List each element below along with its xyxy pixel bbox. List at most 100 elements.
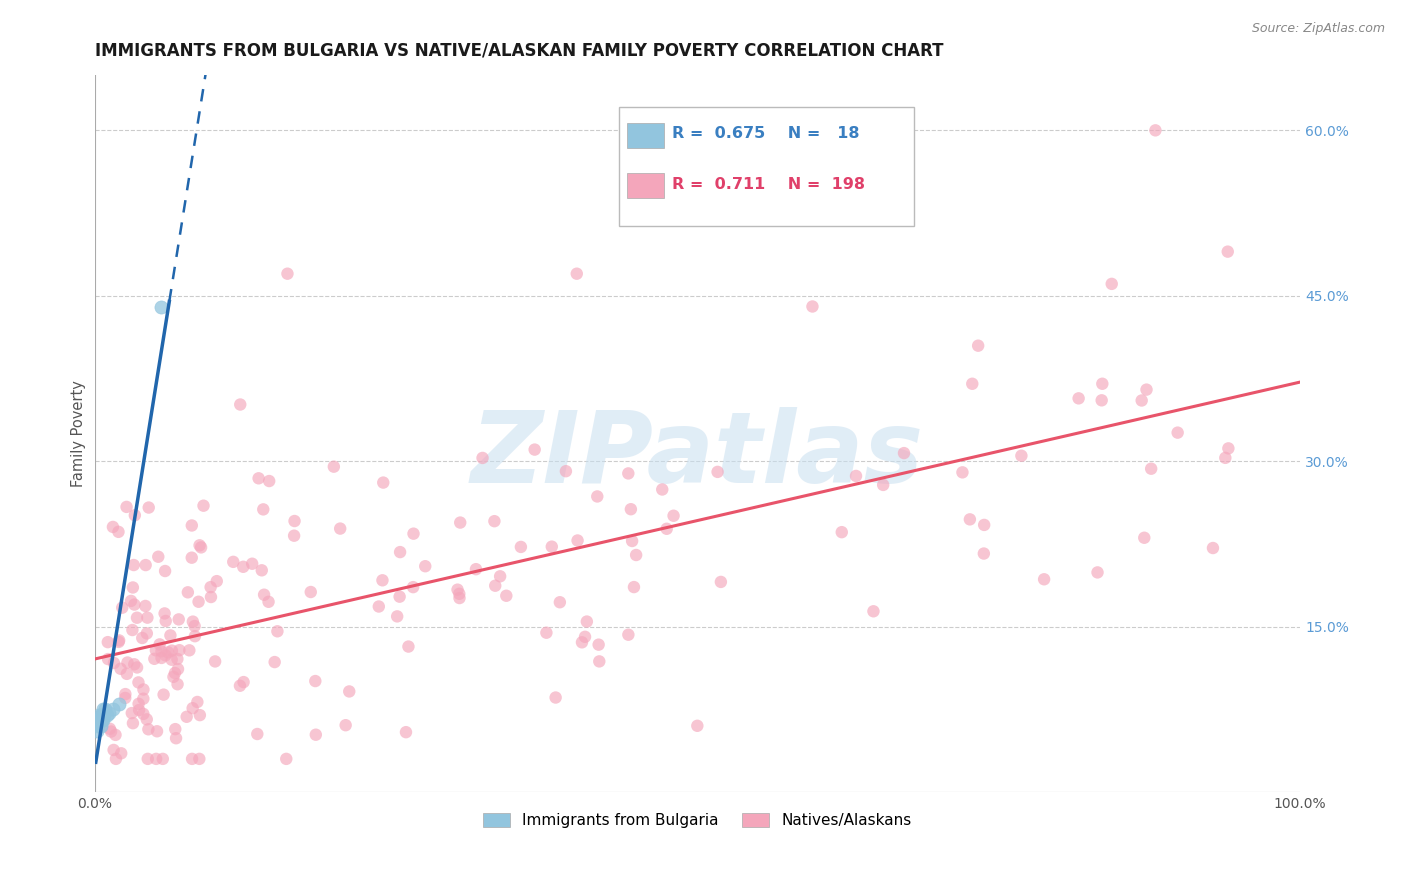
Point [188, 708, 211, 723]
Text: R =  0.675    N =   18: R = 0.675 N = 18 [672, 126, 859, 141]
Point [160, 643, 183, 657]
Point [1140, 461, 1163, 475]
Point [111, 600, 134, 615]
Point [103, 743, 125, 757]
Point [157, 645, 180, 659]
Point [114, 687, 136, 701]
Point [145, 643, 167, 657]
Point [138, 500, 160, 515]
Point [395, 725, 418, 739]
Point [104, 752, 127, 766]
Point [136, 610, 159, 624]
Point [449, 516, 471, 530]
Point [179, 643, 201, 657]
Point [159, 628, 181, 642]
Point [973, 517, 995, 532]
Point [180, 518, 202, 533]
Text: Source: ZipAtlas.com: Source: ZipAtlas.com [1251, 22, 1385, 36]
Point [204, 655, 226, 669]
Point [588, 654, 610, 668]
Point [484, 514, 506, 528]
Point [446, 582, 468, 597]
Point [246, 727, 269, 741]
Point [651, 483, 673, 497]
Point [110, 747, 132, 761]
Point [114, 690, 136, 705]
Point [385, 609, 408, 624]
Point [150, 644, 173, 658]
Point [1202, 541, 1225, 555]
Point [125, 660, 148, 674]
Point [388, 590, 411, 604]
Point [181, 752, 204, 766]
Text: ZIPatlas: ZIPatlas [471, 407, 924, 504]
Point [128, 697, 150, 711]
Point [263, 655, 285, 669]
Point [186, 695, 208, 709]
Point [574, 630, 596, 644]
Point [205, 574, 228, 589]
Point [959, 512, 981, 526]
Point [124, 508, 146, 523]
Point [536, 625, 558, 640]
Point [624, 548, 647, 562]
Point [257, 474, 280, 488]
FancyBboxPatch shape [627, 173, 664, 198]
Point [149, 300, 172, 314]
Point [586, 490, 609, 504]
Point [149, 637, 172, 651]
Point [117, 656, 139, 670]
Point [247, 471, 270, 485]
Point [567, 533, 589, 548]
Point [87, 719, 110, 733]
Point [115, 500, 138, 514]
Point [134, 599, 156, 613]
Point [184, 629, 207, 643]
Point [122, 558, 145, 572]
Point [253, 588, 276, 602]
FancyBboxPatch shape [627, 123, 664, 147]
Point [101, 520, 124, 534]
FancyBboxPatch shape [619, 107, 914, 226]
Point [232, 675, 254, 690]
Point [229, 397, 252, 411]
Point [152, 752, 174, 766]
Point [188, 752, 211, 766]
Point [962, 376, 984, 391]
Point [146, 724, 169, 739]
Point [523, 442, 546, 457]
Point [166, 677, 188, 691]
Point [169, 643, 191, 657]
Point [1010, 449, 1032, 463]
Point [90, 707, 112, 722]
Point [100, 724, 122, 739]
Point [107, 524, 129, 539]
Point [87, 713, 110, 727]
Point [620, 502, 643, 516]
Point [163, 666, 186, 681]
Point [232, 559, 254, 574]
Point [96, 707, 118, 722]
Point [90, 719, 112, 733]
Point [188, 538, 211, 552]
Point [1091, 393, 1114, 408]
Point [97, 635, 120, 649]
Y-axis label: Family Poverty: Family Poverty [72, 380, 86, 487]
Point [276, 267, 298, 281]
Point [1087, 566, 1109, 580]
Point [181, 615, 204, 629]
Point [91, 702, 114, 716]
Point [124, 598, 146, 612]
Point [509, 540, 531, 554]
Point [1216, 244, 1239, 259]
Point [862, 604, 884, 618]
Point [322, 459, 344, 474]
Point [131, 631, 153, 645]
Point [153, 607, 176, 621]
Point [121, 581, 143, 595]
Point [193, 499, 215, 513]
Point [132, 691, 155, 706]
Point [706, 465, 728, 479]
Point [190, 541, 212, 555]
Point [128, 703, 150, 717]
